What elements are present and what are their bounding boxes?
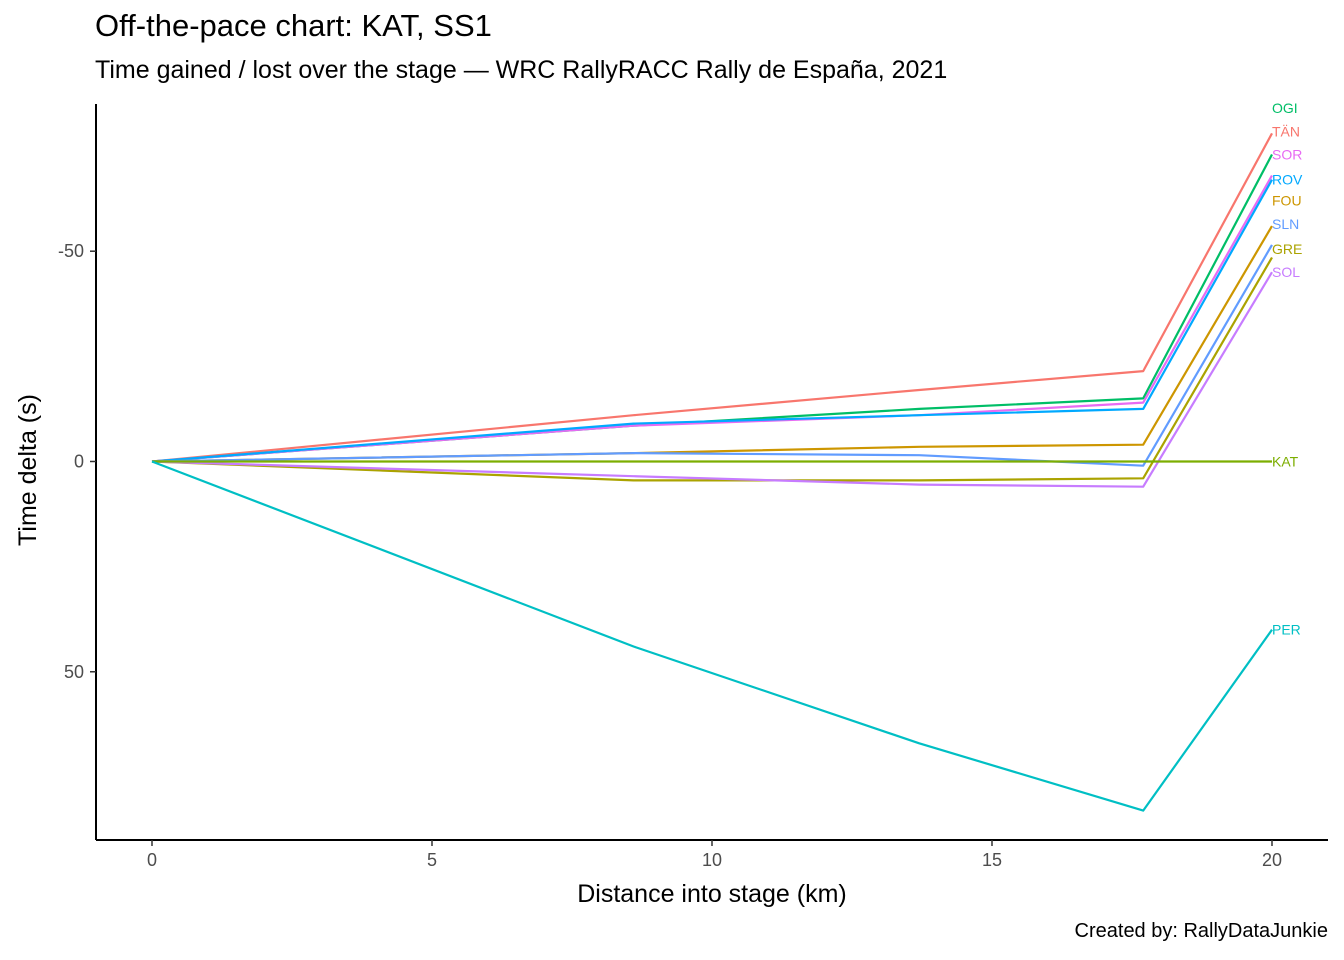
- series-end-label: OGI: [1272, 100, 1298, 116]
- y-axis-title: Time delta (s): [14, 394, 42, 546]
- series-line-sol: [151, 271, 1273, 488]
- series-line-fou: [151, 225, 1273, 463]
- series-end-label: SLN: [1272, 216, 1299, 232]
- series-line-sln: [151, 244, 1273, 467]
- x-tick-label: 10: [702, 850, 722, 870]
- x-tick-label: 0: [147, 850, 157, 870]
- series-line-ogi: [151, 153, 1273, 463]
- series-end-label: FOU: [1272, 193, 1302, 209]
- series-line-tän: [151, 132, 1273, 463]
- x-tick-label: 20: [1262, 850, 1282, 870]
- series-end-label: KAT: [1272, 453, 1299, 469]
- y-tick-label: 50: [64, 662, 84, 682]
- series-end-label: TÄN: [1272, 123, 1300, 139]
- y-tick-label: -50: [58, 241, 84, 261]
- x-axis-title: Distance into stage (km): [577, 880, 847, 908]
- series-line-gre: [151, 256, 1273, 482]
- series-line-per: [151, 460, 1273, 812]
- series-end-label: SOL: [1272, 264, 1300, 280]
- series-line-sor: [151, 174, 1273, 463]
- series-end-label: SOR: [1272, 146, 1302, 162]
- x-tick-label: 5: [427, 850, 437, 870]
- chart-subtitle: Time gained / lost over the stage — WRC …: [95, 56, 948, 84]
- chart-caption: Created by: RallyDataJunkie: [1074, 920, 1328, 942]
- series-end-label: PER: [1272, 622, 1301, 638]
- series-line-rov: [151, 179, 1273, 463]
- series-end-label: GRE: [1272, 241, 1302, 257]
- chart-title: Off-the-pace chart: KAT, SS1: [95, 8, 492, 43]
- series-end-label: ROV: [1272, 172, 1303, 188]
- x-tick-label: 15: [982, 850, 1002, 870]
- y-tick-label: 0: [74, 451, 84, 471]
